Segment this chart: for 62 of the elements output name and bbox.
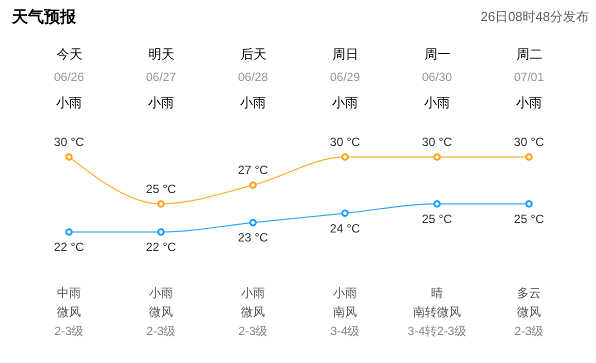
text: 小雨 (148, 95, 174, 110)
data-label: 25 °C (514, 212, 544, 226)
text: 06/26 (54, 70, 84, 84)
text: 3-4转2-3级 (408, 324, 466, 338)
point (525, 153, 533, 161)
data-label: 30 °C (514, 135, 544, 149)
point (65, 228, 73, 236)
point (341, 153, 349, 161)
text: 小雨 (240, 95, 266, 110)
x-tick-label: 周二 (516, 46, 542, 62)
text: 小雨 (56, 95, 82, 110)
data-label: 22 °C (54, 240, 84, 254)
data-label: 24 °C (330, 221, 360, 236)
text: 2-3级 (54, 324, 84, 338)
x-tick-label: 明天 (148, 46, 174, 62)
text: 2-3级 (146, 324, 176, 338)
text: 中雨 (57, 286, 81, 300)
data-label: 25 °C (146, 182, 176, 196)
text: 2-3级 (514, 324, 544, 338)
data-label: 22 °C (146, 240, 176, 254)
text: 07/01 (514, 70, 544, 84)
text: 小雨 (516, 95, 542, 110)
point (157, 228, 165, 236)
x-tick-label: 今天 (56, 46, 82, 62)
text: 小雨 (424, 95, 450, 110)
point (433, 153, 441, 161)
text: 微风 (241, 305, 265, 319)
text: 06/27 (146, 70, 176, 84)
text: 小雨 (332, 95, 358, 110)
point (65, 153, 73, 161)
text: 2-3级 (238, 324, 268, 338)
text: 微风 (517, 305, 541, 319)
point (157, 200, 165, 208)
point (525, 200, 533, 208)
data-label: 30 °C (330, 135, 360, 149)
x-tick-label: 后天 (240, 46, 266, 62)
point (249, 218, 257, 226)
text: 小雨 (333, 286, 357, 300)
text: 06/28 (238, 70, 268, 84)
data-label: 27 °C (238, 163, 268, 178)
text: 微风 (149, 305, 173, 319)
text: 微风 (57, 305, 81, 319)
point (249, 181, 257, 189)
text: 南风 (333, 305, 357, 319)
text: 多云 (517, 286, 541, 300)
text: 3-4级 (330, 324, 360, 338)
text: 南转微风 (413, 305, 461, 319)
point (341, 210, 349, 217)
text: 06/29 (330, 70, 360, 84)
data-label: 23 °C (238, 230, 268, 245)
chart-subtitle: 26日08时48分发布 (480, 9, 589, 24)
x-tick-label: 周日 (332, 46, 358, 62)
x-tick-label: 周一 (424, 46, 450, 62)
data-label: 30 °C (422, 135, 452, 149)
text: 小雨 (149, 286, 173, 300)
point (433, 200, 441, 208)
data-label: 25 °C (422, 212, 452, 226)
text: 06/30 (422, 70, 452, 84)
text: 小雨 (241, 286, 265, 300)
text: 晴 (431, 286, 443, 300)
data-label: 30 °C (54, 135, 84, 149)
chart-title: 天气预报 (11, 8, 77, 26)
